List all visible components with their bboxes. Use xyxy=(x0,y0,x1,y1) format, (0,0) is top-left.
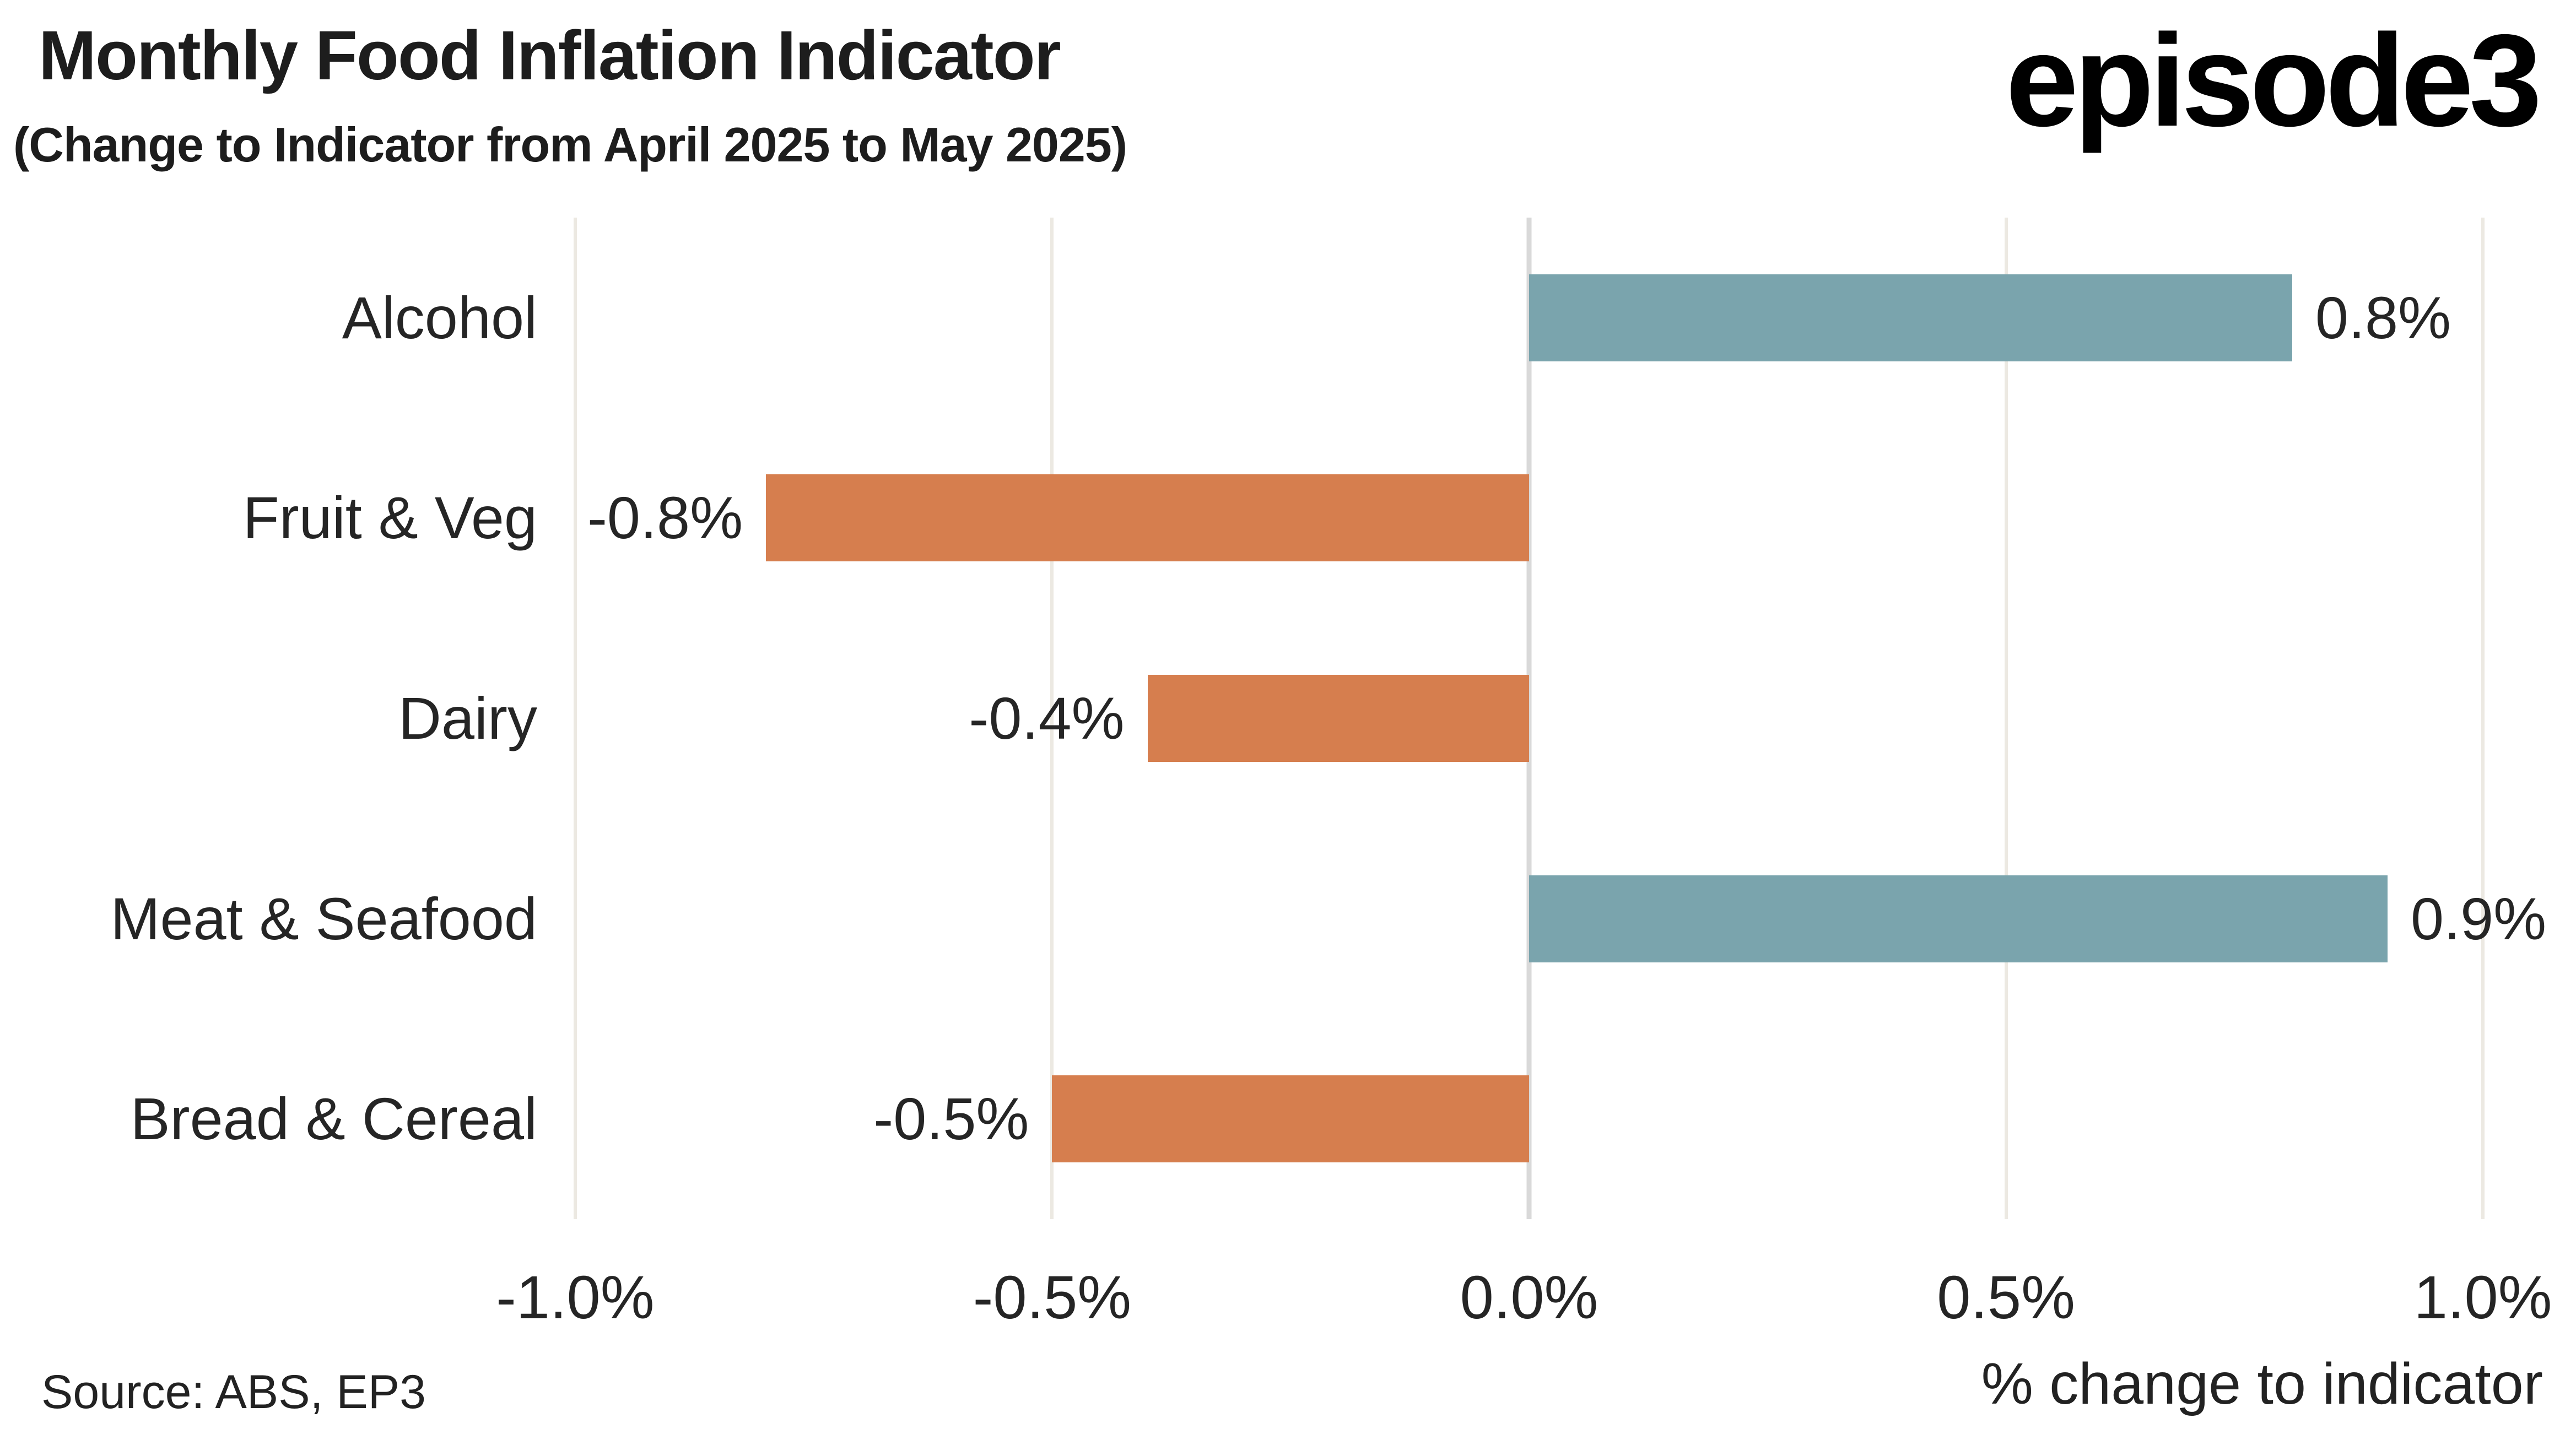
chart-subtitle: (Change to Indicator from April 2025 to … xyxy=(13,117,1127,172)
x-tick-label: -1.0% xyxy=(496,1264,655,1331)
bar-bread-cereal xyxy=(1052,1075,1529,1163)
gridline xyxy=(1050,218,1054,1219)
value-label: 0.9% xyxy=(2411,885,2547,952)
category-label: Fruit & Veg xyxy=(242,484,537,551)
value-label: -0.8% xyxy=(587,484,743,551)
category-axis: Alcohol Fruit & Veg Dairy Meat & Seafood Bre… xyxy=(0,218,543,1219)
chart-title: Monthly Food Inflation Indicator xyxy=(39,17,1061,94)
gridline xyxy=(2481,218,2485,1219)
category-label: Meat & Seafood xyxy=(110,885,537,952)
gridline xyxy=(2004,218,2008,1219)
source-note: Source: ABS, EP3 xyxy=(41,1366,426,1419)
bar-dairy xyxy=(1147,675,1529,762)
plot-area xyxy=(518,218,2540,1219)
category-label: Alcohol xyxy=(342,284,537,351)
x-tick-label: 0.5% xyxy=(1937,1264,2075,1331)
value-label: -0.4% xyxy=(969,685,1125,751)
value-label: -0.5% xyxy=(873,1085,1029,1152)
x-axis-title: % change to indicator xyxy=(1981,1351,2543,1416)
gridline xyxy=(573,218,577,1219)
x-tick-label: 1.0% xyxy=(2413,1264,2552,1331)
bar-alcohol xyxy=(1529,274,2292,361)
category-label: Dairy xyxy=(398,685,537,751)
x-tick-label: 0.0% xyxy=(1460,1264,1598,1331)
zero-gridline xyxy=(1526,218,1532,1219)
bar-fruit-veg xyxy=(766,474,1529,562)
x-tick-label: -0.5% xyxy=(973,1264,1132,1331)
value-label: 0.8% xyxy=(2315,284,2451,351)
episode3-logo: episode3 xyxy=(2005,8,2542,154)
category-label: Bread & Cereal xyxy=(130,1085,537,1152)
bar-meat-seafood xyxy=(1529,875,2388,962)
